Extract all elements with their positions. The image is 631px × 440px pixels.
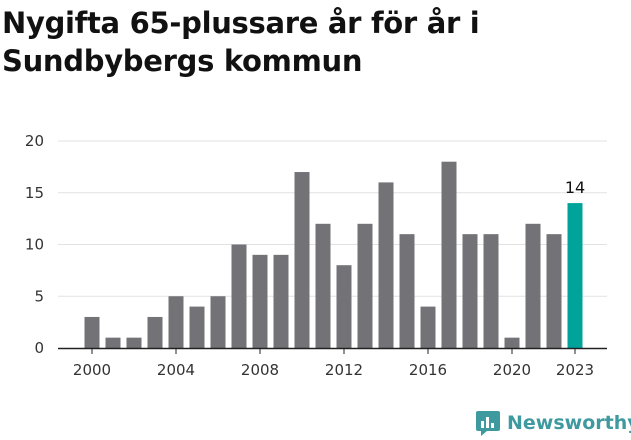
bar [336, 265, 352, 348]
bar [462, 234, 478, 348]
x-axis-labels: 2000 2004 2008 2012 2016 2020 2023 [73, 348, 594, 379]
bar [525, 223, 541, 348]
x-tick-label: 2008 [241, 361, 279, 379]
bar [567, 203, 583, 348]
bar [378, 182, 394, 348]
bar [273, 254, 289, 348]
bar [483, 234, 499, 348]
bar-chart: 0 5 10 15 20 2000 2004 2008 2012 2016 2020 2023 14 [25, 132, 607, 379]
bar [147, 316, 163, 348]
y-tick-label: 20 [25, 132, 44, 150]
bars [84, 161, 583, 348]
bar [504, 337, 520, 348]
x-tick-label: 2012 [325, 361, 363, 379]
bar [399, 234, 415, 348]
bar [105, 337, 121, 348]
bar [210, 296, 226, 348]
y-axis-labels: 0 5 10 15 20 [25, 132, 44, 357]
bar [420, 306, 436, 348]
x-tick-label: 2000 [73, 361, 111, 379]
chart-title: Nygifta 65-plussare år för år i Sundbybe… [2, 6, 480, 78]
bar [252, 254, 268, 348]
y-tick-label: 15 [25, 184, 44, 202]
bar [168, 296, 184, 348]
x-tick-label: 2023 [556, 361, 594, 379]
brand-name: Newsworthy [507, 412, 631, 434]
y-tick-label: 10 [25, 236, 44, 254]
grid-lines [58, 140, 607, 297]
bar [315, 223, 331, 348]
bar [546, 234, 562, 348]
x-tick-label: 2004 [157, 361, 195, 379]
bar [441, 161, 457, 348]
bar [126, 337, 142, 348]
x-tick-label: 2020 [493, 361, 531, 379]
data-label: 14 [565, 178, 585, 197]
newsworthy-logo-icon [476, 411, 500, 436]
y-tick-label: 5 [34, 287, 44, 305]
x-tick-label: 2016 [409, 361, 447, 379]
y-tick-label: 0 [34, 339, 44, 357]
bar [231, 244, 247, 348]
brand: Newsworthy [475, 406, 631, 440]
bar [357, 223, 373, 348]
bar [189, 306, 205, 348]
bar [294, 172, 310, 348]
data-labels: 14 [565, 178, 585, 197]
bar [84, 316, 100, 348]
